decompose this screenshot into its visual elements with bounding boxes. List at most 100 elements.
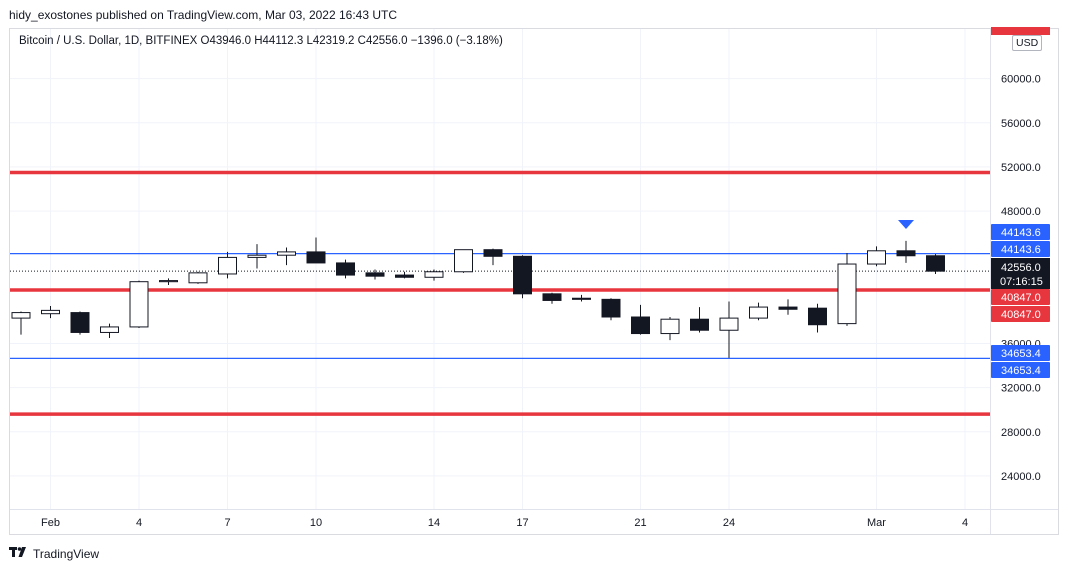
time-tick-label: 17: [516, 517, 528, 529]
current-price-label: 42556.0: [1001, 262, 1041, 274]
legend-close: C42556.0: [357, 35, 408, 47]
candle: [808, 303, 827, 333]
signal-marker: [898, 220, 914, 229]
candle-body: [719, 317, 739, 331]
candle-body: [188, 272, 208, 284]
candle: [601, 298, 621, 321]
price-tick-label: 48000.0: [1001, 206, 1041, 218]
candle: [188, 271, 208, 284]
candle-body: [129, 281, 149, 328]
candle: [100, 323, 119, 338]
price-tag-label: 40847.0: [1001, 292, 1041, 304]
candle-body: [542, 293, 562, 301]
price-tag-label: 34653.4: [1001, 348, 1041, 360]
time-axis: Feb 4 7 10 14 17 21 24 Mar 4: [41, 517, 968, 529]
brand-name: TradingView: [33, 546, 100, 561]
candle: [837, 253, 857, 326]
candle-body: [218, 256, 237, 275]
candle-body: [306, 251, 326, 264]
candle: [542, 292, 562, 304]
candle-body: [159, 280, 178, 283]
legend-symbol: Bitcoin / U.S. Dollar, 1D, BITFINEX: [19, 35, 198, 47]
time-tick-label: 14: [428, 517, 440, 529]
countdown-label: 07:16:15: [1000, 276, 1043, 288]
price-tag: [991, 224, 1050, 240]
tradingview-logo-icon: [9, 546, 29, 561]
candle-body: [365, 272, 385, 277]
candle-body: [277, 251, 296, 256]
candle: [631, 304, 650, 335]
candle-body: [867, 250, 886, 265]
candle: [896, 240, 916, 263]
candle: [365, 269, 385, 280]
candle: [336, 259, 355, 279]
candle-body: [513, 255, 532, 295]
candle: [70, 311, 90, 335]
time-tick-label: 21: [634, 517, 646, 529]
candle: [660, 317, 680, 341]
legend-low: L42319.2: [306, 35, 355, 47]
price-tick-label: 32000.0: [1001, 383, 1041, 395]
candle: [572, 294, 591, 302]
price-tag-label: 40847.0: [1001, 309, 1041, 321]
legend-open: O43946.0: [200, 35, 252, 47]
candle: [11, 311, 31, 335]
price-tick-label: 24000.0: [1001, 471, 1041, 483]
time-tick-label: Feb: [41, 517, 60, 529]
candle-body: [483, 249, 503, 257]
chart-frame[interactable]: [9, 28, 1059, 535]
candle: [749, 302, 768, 321]
current-price-tag: [991, 258, 1050, 289]
candle-body: [690, 318, 709, 331]
time-tick-label: 4: [962, 517, 968, 529]
candle-body: [395, 274, 414, 278]
candle: [719, 301, 739, 358]
price-tick-label: 52000.0: [1001, 162, 1041, 174]
candle: [867, 246, 886, 267]
candle: [926, 254, 945, 274]
candle: [395, 271, 414, 279]
horizontal-levels: [10, 170, 990, 416]
candle-body: [631, 316, 650, 335]
tradingview-brand[interactable]: TradingView: [9, 546, 99, 561]
candle-body: [454, 249, 473, 273]
price-tag-label: 44143.6: [1001, 244, 1041, 256]
time-tick-label: 10: [310, 517, 322, 529]
candle: [424, 269, 444, 281]
top-clipped-tag: [991, 27, 1050, 35]
price-tag: [991, 306, 1050, 322]
candle-body: [601, 298, 621, 318]
candle-body: [336, 262, 355, 276]
publisher-line: hidy_exostones published on TradingView.…: [9, 8, 398, 22]
candle-body: [778, 306, 798, 310]
legend-high: H44112.3: [254, 35, 304, 47]
candle-body: [70, 312, 90, 333]
currency-button[interactable]: USD: [1012, 35, 1043, 51]
legend-change: −1396.0 (−3.18%): [410, 35, 503, 47]
time-tick-label: Mar: [867, 517, 886, 529]
price-tag-label: 34653.4: [1001, 365, 1041, 377]
candle-body: [100, 326, 119, 333]
candle-body: [926, 255, 945, 272]
candle: [247, 244, 267, 269]
candle-body: [11, 312, 31, 319]
candle-body: [247, 254, 267, 258]
candle-body: [837, 263, 857, 325]
candle: [41, 305, 60, 319]
price-tick-label: 56000.0: [1001, 118, 1041, 130]
candle: [218, 251, 237, 279]
price-tag: [991, 241, 1050, 257]
time-tick-label: 4: [136, 517, 142, 529]
candle: [277, 247, 296, 266]
time-tick-label: 7: [224, 517, 230, 529]
price-tag: [991, 289, 1050, 305]
chart-legend: Bitcoin / U.S. Dollar, 1D, BITFINEX O439…: [19, 35, 503, 47]
signal-triangle-icon: [898, 220, 914, 229]
candle-body: [660, 318, 680, 335]
candle-body: [896, 250, 916, 257]
price-tag-label: 44143.6: [1001, 227, 1041, 239]
candle-body: [808, 307, 827, 326]
candle: [306, 237, 326, 264]
price-tick-label: 60000.0: [1001, 74, 1041, 86]
